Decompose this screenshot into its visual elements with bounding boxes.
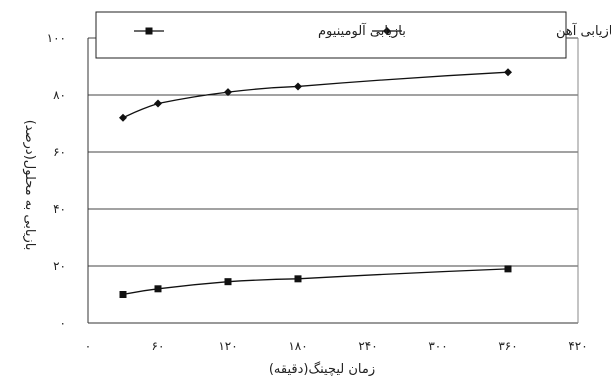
y-tick-label-0: ۰: [60, 316, 66, 330]
legend-box: [95, 11, 567, 59]
legend-label-0: بازیابی آهن: [556, 22, 611, 39]
y-tick-label-4: ۸۰: [53, 88, 66, 102]
x-tick-label-1: ۶۰: [152, 339, 165, 353]
series-0-point-3: [294, 82, 302, 91]
x-tick-label-2: ۱۲۰: [218, 339, 237, 353]
series-line-0: [122, 71, 509, 119]
x-tick-label-7: ۴۲۰: [568, 339, 587, 353]
series-1-point-0: [119, 291, 127, 298]
series-layer: [119, 68, 512, 298]
legend-marker-0: [383, 27, 391, 35]
x-tick-label-3: ۱۸۰: [288, 339, 307, 353]
legend-label-1: بازیابی آلومینیوم: [318, 22, 406, 39]
x-tick-label-6: ۳۶۰: [498, 339, 517, 353]
legend: بازیابی آهن بازیابی آلومینیوم: [95, 11, 611, 59]
x-tick-label-4: ۲۴۰: [358, 339, 377, 353]
series-line-1: [122, 268, 509, 296]
x-tick-label-0: ۰: [85, 339, 91, 353]
series-0-point-4: [504, 68, 512, 77]
y-tick-label-1: ۲۰: [53, 259, 66, 273]
legend-marker-1: [145, 27, 153, 35]
series-0-point-1: [154, 99, 162, 108]
x-axis-title: زمان لیچینگ(دقیقه): [269, 361, 375, 377]
series-1-point-3: [294, 275, 302, 283]
y-tick-label-5: ۱۰۰: [47, 31, 66, 45]
y-tick-label-3: ۶۰: [53, 145, 66, 159]
axes-layer: ۰ ۲۰ ۴۰ ۶۰ ۸۰ ۱۰۰ ۰ ۶۰ ۱۲۰ ۱۸۰ ۲۴۰ ۳۰۰ ۳۶۰ ۴۲۰: [47, 31, 588, 353]
y-axis-title: بازیابی به محلول(درصد): [22, 120, 37, 251]
series-0-point-2: [224, 88, 232, 97]
series-1-point-1: [154, 285, 162, 293]
series-0-point-0: [119, 113, 127, 122]
y-tick-label-2: ۴۰: [53, 202, 66, 216]
series-1-point-4: [504, 265, 512, 273]
series-1-point-2: [224, 278, 232, 286]
x-tick-label-5: ۳۰۰: [428, 339, 447, 353]
